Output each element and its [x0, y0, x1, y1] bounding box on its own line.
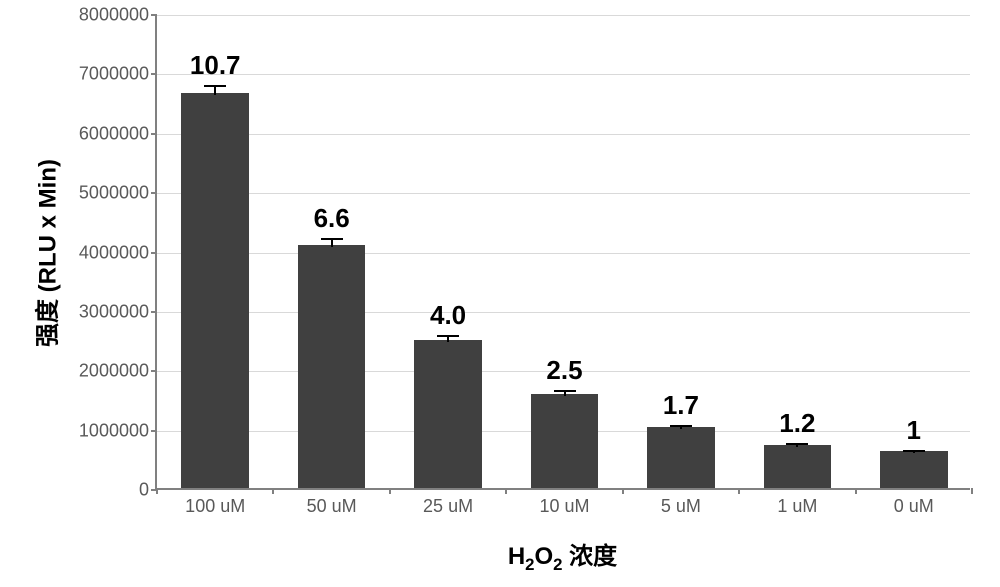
grid-line	[157, 193, 970, 194]
x-tick-label: 100 uM	[185, 496, 245, 517]
error-bar-cap	[437, 335, 459, 337]
error-bar-cap	[554, 390, 576, 392]
bar-value-label: 4.0	[430, 300, 466, 331]
bar-value-label: 1	[907, 415, 921, 446]
x-tick-mark	[505, 488, 507, 494]
bar-value-label: 1.2	[779, 408, 815, 439]
error-bar-stem	[331, 239, 333, 246]
bar-value-label: 2.5	[546, 355, 582, 386]
y-tick-label: 0	[139, 480, 149, 501]
y-tick-label: 8000000	[79, 5, 149, 26]
x-tick-mark	[272, 488, 274, 494]
x-tick-mark	[855, 488, 857, 494]
bar	[647, 427, 715, 488]
bar-value-label: 10.7	[190, 50, 241, 81]
y-tick-mark	[151, 311, 157, 313]
grid-line	[157, 15, 970, 16]
x-tick-label: 10 uM	[539, 496, 589, 517]
x-tick-mark	[156, 488, 158, 494]
x-tick-label: 0 uM	[894, 496, 934, 517]
x-tick-mark	[738, 488, 740, 494]
x-tick-label: 50 uM	[307, 496, 357, 517]
error-bar-cap	[321, 238, 343, 240]
y-tick-label: 3000000	[79, 301, 149, 322]
x-tick-label: 1 uM	[777, 496, 817, 517]
y-tick-mark	[151, 252, 157, 254]
bar	[298, 245, 366, 488]
y-tick-label: 7000000	[79, 64, 149, 85]
x-tick-mark	[971, 488, 973, 494]
y-tick-label: 6000000	[79, 123, 149, 144]
x-tick-mark	[389, 488, 391, 494]
bar-chart: 0 1000000 2000000 3000000 4000000 5000000 6000…	[0, 0, 1000, 587]
bar-value-label: 6.6	[314, 203, 350, 234]
error-bar-cap	[903, 450, 925, 452]
grid-line	[157, 134, 970, 135]
error-bar-cap	[670, 425, 692, 427]
x-tick-mark	[622, 488, 624, 494]
x-axis-title: H2O2 浓度	[508, 536, 617, 575]
bar-value-label: 1.7	[663, 390, 699, 421]
grid-line	[157, 312, 970, 313]
y-tick-mark	[151, 430, 157, 432]
y-axis-title: 强度 (RLU x Min)	[28, 159, 63, 347]
x-tick-label: 5 uM	[661, 496, 701, 517]
error-bar-cap	[786, 443, 808, 445]
bar	[764, 445, 832, 488]
grid-line	[157, 74, 970, 75]
y-tick-mark	[151, 133, 157, 135]
y-tick-label: 4000000	[79, 242, 149, 263]
plot-area: 0100000020000003000000400000050000006000…	[155, 15, 970, 490]
y-tick-label: 1000000	[79, 420, 149, 441]
y-tick-label: 5000000	[79, 183, 149, 204]
error-bar-stem	[214, 86, 216, 95]
error-bar-cap	[204, 85, 226, 87]
bar	[181, 93, 249, 488]
y-tick-mark	[151, 73, 157, 75]
y-tick-mark	[151, 14, 157, 16]
y-tick-mark	[151, 192, 157, 194]
bar	[414, 340, 482, 488]
bar	[531, 394, 599, 488]
bar	[880, 451, 948, 488]
x-tick-label: 25 uM	[423, 496, 473, 517]
y-tick-mark	[151, 370, 157, 372]
grid-line	[157, 253, 970, 254]
y-tick-label: 2000000	[79, 361, 149, 382]
